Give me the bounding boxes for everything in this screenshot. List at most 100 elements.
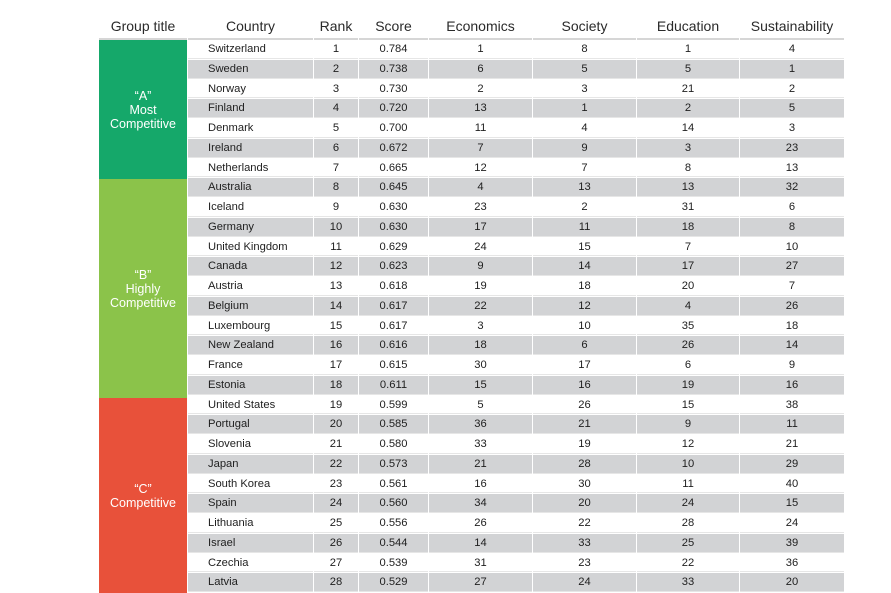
sustainability-cell: 20 [740, 573, 844, 592]
score-cell: 0.630 [359, 217, 428, 237]
society-cell: 5 [533, 59, 636, 79]
sustainability-cell: 29 [740, 454, 844, 474]
society-cell: 21 [533, 415, 636, 434]
economics-cell: 17 [429, 217, 532, 237]
table-row: Spain 24 0.560 34 20 24 15 [188, 494, 844, 514]
society-cell: 30 [533, 475, 636, 494]
rank-cell: 16 [314, 336, 358, 355]
society-cell: 8 [533, 40, 636, 59]
group-a-line3: Competitive [110, 116, 176, 131]
education-cell: 24 [637, 494, 739, 513]
sustainability-cell: 18 [740, 317, 844, 336]
society-cell: 24 [533, 573, 636, 592]
economics-cell: 18 [429, 336, 532, 355]
economics-cell: 30 [429, 356, 532, 375]
education-cell: 31 [637, 198, 739, 217]
rank-cell: 28 [314, 573, 358, 592]
header-score: Score [359, 14, 428, 40]
score-cell: 0.560 [359, 494, 428, 513]
education-cell: 1 [637, 40, 739, 59]
table-row: Czechia 27 0.539 31 23 22 36 [188, 554, 844, 574]
society-cell: 7 [533, 159, 636, 178]
country-cell: Finland [188, 99, 313, 118]
sustainability-cell: 7 [740, 277, 844, 296]
rank-cell: 20 [314, 415, 358, 434]
table-row: United Kingdom 11 0.629 24 15 7 10 [188, 238, 844, 258]
rank-cell: 12 [314, 257, 358, 276]
group-a-block: “A” Most Competitive [99, 40, 187, 179]
country-cell: Czechia [188, 554, 313, 573]
rank-cell: 1 [314, 40, 358, 59]
society-cell: 13 [533, 178, 636, 197]
header-sustainability: Sustainability [740, 14, 844, 40]
table-row: Latvia 28 0.529 27 24 33 20 [188, 573, 844, 593]
economics-cell: 13 [429, 99, 532, 118]
economics-cell: 24 [429, 238, 532, 257]
country-cell: Norway [188, 80, 313, 99]
sustainability-cell: 6 [740, 198, 844, 217]
rank-cell: 24 [314, 494, 358, 513]
rank-cell: 22 [314, 454, 358, 474]
country-cell: Spain [188, 494, 313, 513]
group-b-line3: Competitive [110, 295, 176, 310]
rank-cell: 7 [314, 159, 358, 178]
table-row: Germany 10 0.630 17 11 18 8 [188, 217, 844, 238]
score-cell: 0.618 [359, 277, 428, 296]
country-cell: Australia [188, 178, 313, 197]
rank-cell: 18 [314, 375, 358, 395]
table-row: Japan 22 0.573 21 28 10 29 [188, 454, 844, 475]
score-cell: 0.645 [359, 178, 428, 197]
score-cell: 0.529 [359, 573, 428, 592]
economics-cell: 16 [429, 475, 532, 494]
economics-cell: 12 [429, 159, 532, 178]
score-cell: 0.599 [359, 396, 428, 415]
sustainability-cell: 40 [740, 475, 844, 494]
country-cell: Belgium [188, 296, 313, 316]
sustainability-cell: 13 [740, 159, 844, 178]
society-cell: 11 [533, 217, 636, 237]
society-cell: 19 [533, 435, 636, 454]
economics-cell: 15 [429, 375, 532, 395]
score-cell: 0.630 [359, 198, 428, 217]
education-cell: 22 [637, 554, 739, 573]
country-cell: Japan [188, 454, 313, 474]
country-cell: Latvia [188, 573, 313, 592]
economics-cell: 27 [429, 573, 532, 592]
table-row: Estonia 18 0.611 15 16 19 16 [188, 375, 844, 396]
score-cell: 0.629 [359, 238, 428, 257]
economics-cell: 19 [429, 277, 532, 296]
sustainability-cell: 5 [740, 99, 844, 118]
score-cell: 0.720 [359, 99, 428, 118]
rank-cell: 26 [314, 533, 358, 553]
education-cell: 8 [637, 159, 739, 178]
education-cell: 18 [637, 217, 739, 237]
sustainability-cell: 8 [740, 217, 844, 237]
table-row: Denmark 5 0.700 11 4 14 3 [188, 119, 844, 139]
education-cell: 14 [637, 119, 739, 138]
group-c-letter: “C” [134, 481, 152, 496]
rank-cell: 11 [314, 238, 358, 257]
group-c-line3: Competitive [110, 495, 176, 510]
country-cell: Lithuania [188, 514, 313, 533]
group-a-letter: “A” [134, 88, 152, 103]
economics-cell: 33 [429, 435, 532, 454]
sustainability-cell: 10 [740, 238, 844, 257]
group-c-block: “C” Competitive [99, 398, 187, 593]
society-cell: 23 [533, 554, 636, 573]
country-cell: Israel [188, 533, 313, 553]
economics-cell: 1 [429, 40, 532, 59]
header-rank: Rank [314, 14, 358, 40]
score-cell: 0.617 [359, 317, 428, 336]
table-row: Portugal 20 0.585 36 21 9 11 [188, 415, 844, 435]
education-cell: 21 [637, 80, 739, 99]
table-row: New Zealand 16 0.616 18 6 26 14 [188, 336, 844, 356]
table-row: Slovenia 21 0.580 33 19 12 21 [188, 435, 844, 455]
score-cell: 0.585 [359, 415, 428, 434]
rank-cell: 10 [314, 217, 358, 237]
rank-cell: 23 [314, 475, 358, 494]
country-cell: Sweden [188, 59, 313, 79]
table-header: Group title Country Rank Score Economics… [99, 14, 844, 40]
society-cell: 28 [533, 454, 636, 474]
economics-cell: 22 [429, 296, 532, 316]
economics-cell: 21 [429, 454, 532, 474]
